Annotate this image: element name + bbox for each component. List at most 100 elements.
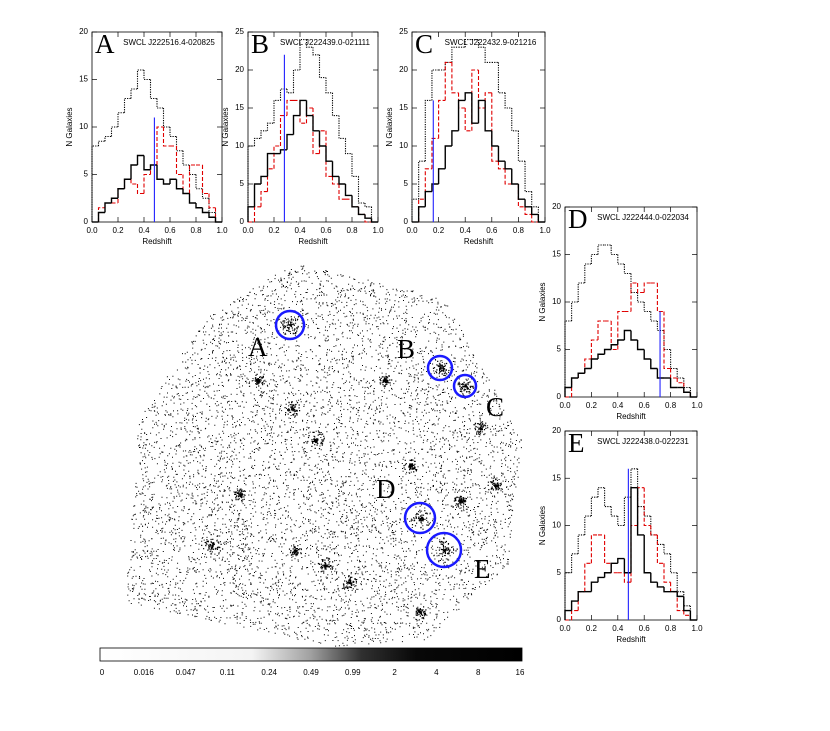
histogram-step [136,184,144,195]
histogram-step [597,576,605,583]
histogram-step [643,302,651,313]
histogram-step [643,506,651,517]
histogram-step [617,310,625,350]
histogram-step [683,378,691,389]
histogram-step [670,582,678,593]
histogram-step [344,184,352,197]
histogram-step [577,372,585,378]
x-tick-label: 0.6 [639,624,651,633]
histogram-step [331,92,339,117]
histogram-step [266,168,274,192]
histogram-step [444,145,452,169]
histogram-step [325,130,333,177]
histogram-step [637,468,645,508]
histogram-step [338,176,346,185]
histogram-step [110,197,118,203]
histogram-step [491,130,499,147]
histogram-step [136,69,144,89]
histogram-step [260,130,268,139]
histogram-step [663,544,671,555]
histogram-step [175,179,183,190]
histogram-step [273,99,281,124]
histogram-step [610,563,618,574]
histogram-step [630,282,638,312]
histogram-step [123,178,131,189]
colorbar-tick-label: 0.11 [220,668,236,677]
histogram-step [504,161,512,170]
y-tick-label: 10 [552,297,561,306]
histogram-step [683,387,691,393]
histogram-step [623,572,631,583]
histogram-step [357,206,365,216]
colorbar-tick-label: 0 [100,668,105,677]
histogram-step [663,311,671,370]
histogram-step [650,525,658,536]
histogram-step [524,199,532,208]
y-tick-label: 20 [552,202,561,211]
histogram-step [344,138,352,155]
y-tick-label: 10 [552,521,561,530]
x-tick-label: 0.6 [320,226,332,235]
y-tick-label: 15 [552,250,561,259]
histogram-step [676,378,684,384]
histogram-step [656,534,664,545]
y-axis-label: N Galaxies [221,107,230,146]
histogram-step [266,122,274,131]
histogram-step [97,211,105,222]
histogram-step [511,108,519,132]
histogram-step [104,202,112,213]
histogram-step [571,553,579,573]
histogram-step [149,79,157,100]
histogram-step [431,137,439,169]
colorbar-tick-label: 0.24 [261,668,277,677]
plot-frame [411,31,546,223]
panel-title: SWCL J222516.4-020825 [123,38,215,47]
histogram-step [471,92,479,124]
x-tick-label: 0.4 [612,624,624,633]
histogram-step [91,145,99,222]
histogram-step [564,609,572,620]
x-axis-label: Redshift [142,237,172,246]
histogram-step [182,174,190,195]
histogram-step [143,155,151,171]
x-tick-label: 0.0 [559,401,571,410]
x-tick-label: 0.8 [513,226,525,235]
histogram-step [312,47,320,56]
histogram-step [247,145,255,222]
colorbar-tick-label: 0.99 [345,668,361,677]
histogram-step [418,198,426,222]
histogram-step [117,112,125,127]
histogram-step [617,339,625,345]
histogram-step [156,165,164,180]
y-tick-label: 15 [235,103,244,112]
histogram-step [411,198,419,222]
histogram-step [577,282,585,302]
colorbar-tick-label: 16 [516,668,525,677]
histogram-step [188,165,196,176]
histogram-step [266,152,274,177]
histogram-step [610,245,618,256]
histogram-step [636,340,645,351]
histogram-step [663,586,671,593]
histogram-step [338,184,346,200]
histogram-step [524,206,532,215]
histogram-step [571,301,579,321]
histogram-step [676,591,684,598]
histogram-step [584,367,592,374]
histogram-step [531,191,539,208]
histogram-step [584,515,592,535]
panel-title: SWCL J222439.0-021111 [280,38,371,47]
histogram-step [689,610,697,621]
histogram-step [318,130,326,154]
histogram-step [357,176,365,204]
histogram-panel: 0.0 0.2 0.4 0.6 0.8 1.0 0 5 10 15 20 E SWCL J222438.… [538,426,703,644]
cluster-circle [426,354,454,382]
panel-letter: C [415,29,433,59]
cluster-circle [425,531,463,569]
y-tick-label: 5 [240,179,245,188]
histogram-step [676,368,684,379]
histogram-step [195,203,203,209]
histogram-step [617,254,625,265]
cluster-label: D [376,474,396,504]
x-tick-label: 1.0 [216,226,228,235]
